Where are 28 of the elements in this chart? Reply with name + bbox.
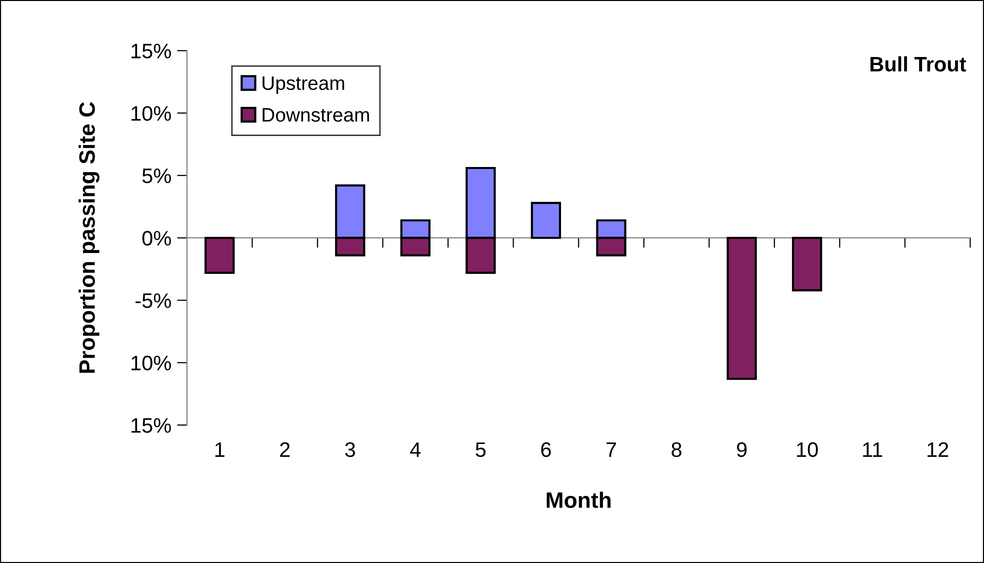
x-tick-label: 11	[863, 442, 882, 457]
x-tick-label: 12	[928, 442, 948, 457]
x-tick-label: 2	[280, 442, 290, 457]
x-tick-label: 8	[672, 442, 682, 458]
y-tick-label: -5%	[136, 293, 171, 308]
bar	[530, 202, 562, 239]
legend-label: Downstream	[262, 108, 369, 122]
x-axis-title: Month	[546, 492, 611, 508]
legend-label: Upstream	[262, 76, 344, 94]
y-tick-label: 10%	[132, 106, 171, 121]
bar	[726, 236, 757, 380]
x-tick-label: 10	[797, 442, 818, 458]
y-tick-label: 15%	[132, 44, 171, 58]
chart-title: Bull Trout	[870, 56, 966, 72]
x-tick-label: 9	[736, 442, 747, 458]
x-tick-label: 1	[215, 442, 224, 457]
bar	[792, 236, 822, 292]
x-tick-label: 4	[410, 442, 421, 457]
x-tick-label: 7	[606, 442, 616, 457]
bar	[204, 236, 235, 274]
y-tick-label: 10%	[132, 356, 171, 370]
y-tick-label: 0%	[142, 230, 171, 246]
y-tick-label: 15%	[132, 418, 171, 433]
y-tick-label: 5%	[142, 168, 171, 184]
x-tick-label: 5	[476, 442, 486, 458]
x-tick-label: 3	[345, 442, 356, 458]
x-tick-label: 6	[541, 442, 551, 458]
y-axis-title: Proportion passing Site C	[78, 102, 100, 373]
